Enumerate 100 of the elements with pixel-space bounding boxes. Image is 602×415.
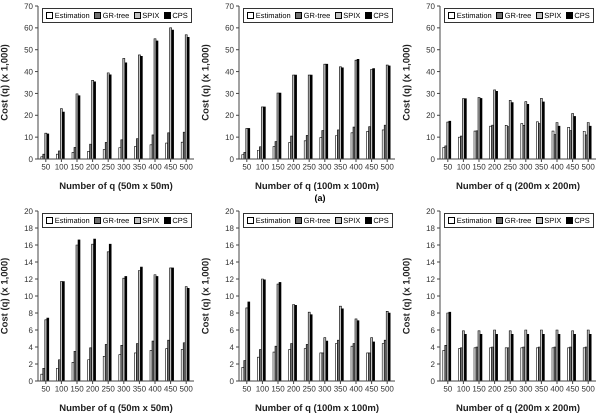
bar [464,334,467,381]
x-tick-label: 350 [534,162,549,172]
x-tick-label: 500 [380,162,394,172]
y-axis-title: Cost (q) (x 1,000) [0,258,10,334]
y-tick-label: 40 [24,67,34,76]
y-tick-label: 12 [225,274,235,284]
x-tick-label: 300 [519,162,534,172]
x-tick-label: 200 [488,162,502,172]
y-axis-title: Cost (q) (x 1,000) [0,44,10,121]
x-tick-label: 500 [582,162,596,172]
bar [310,74,313,159]
x-tick-label: 100 [456,384,471,394]
y-tick-label: 4 [430,342,436,352]
bar [326,340,328,381]
x-axis-title: Number of q (200m x 200m) [456,181,580,192]
x-tick-label: 200 [86,384,100,394]
bar [588,334,592,381]
x-tick-label: 300 [318,162,332,172]
y-tick-label: 14 [225,258,235,267]
x-tick-label: 400 [148,162,162,172]
bar [480,334,482,381]
y-tick-label: 0 [230,154,235,164]
y-tick-label: 70 [225,2,235,11]
y-tick-label: 14 [24,258,34,267]
x-tick-label: 450 [364,162,379,172]
x-tick-label: 250 [302,162,316,172]
bar [510,102,514,159]
x-tick-label: 350 [534,384,549,394]
x-tick-label: 500 [180,162,194,172]
y-tick-label: 10 [24,292,34,301]
y-tick-label: 0 [430,376,436,386]
y-tick-label: 0 [430,154,436,164]
x-tick-label: 400 [550,384,564,394]
y-tick-label: 0 [28,376,34,386]
x-tick-label: 50 [443,384,453,394]
bar [388,312,391,381]
bar [388,66,391,159]
y-tick-label: 18 [24,224,34,233]
text: (a) [314,193,326,203]
x-tick-label: 250 [504,384,518,394]
y-tick-label: 20 [426,206,436,216]
x-tick-label: 350 [334,384,348,394]
x-tick-label: 400 [349,384,364,394]
y-tick-label: 18 [426,224,436,233]
bar [93,238,96,381]
x-tick-label: 50 [242,162,252,172]
y-tick-label: 16 [225,240,235,250]
x-tick-label: 450 [566,384,580,394]
y-tick-label: 10 [24,132,34,142]
y-tick-label: 2 [430,360,436,369]
y-tick-label: 18 [225,224,235,233]
x-tick-label: 100 [456,162,471,172]
bar [573,116,576,159]
x-tick-label: 100 [256,162,270,172]
x-tick-label: 250 [102,384,116,394]
y-tick-label: 14 [426,258,436,267]
y-tick-label: 0 [230,376,235,386]
x-tick-label: 100 [54,162,69,172]
y-tick-label: 12 [426,274,436,284]
bar [310,314,313,381]
bar [140,266,143,381]
y-tick-label: 20 [426,111,436,120]
x-tick-label: 300 [318,384,332,394]
y-tick-label: 8 [230,308,235,318]
x-tick-label: 450 [566,162,580,172]
x-tick-label: 50 [41,162,51,172]
x-tick-label: 250 [504,162,518,172]
y-axis-title: Cost (q) (x 1,000) [200,44,212,121]
x-tick-label: 150 [472,162,486,172]
x-axis-title: Number of q (50m x 50m) [59,181,173,192]
x-tick-label: 100 [54,384,69,394]
bar [526,104,530,159]
x-tick-label: 200 [86,162,100,172]
y-tick-label: 30 [225,89,235,98]
x-tick-label: 150 [271,162,286,172]
y-tick-label: 70 [426,2,436,11]
y-tick-label: 4 [28,342,34,352]
y-tick-label: 50 [426,46,436,55]
y-tick-label: 2 [28,360,34,369]
x-tick-label: 300 [117,162,132,172]
bar [526,334,530,381]
x-tick-label: 350 [334,162,348,172]
y-tick-label: 70 [24,2,34,11]
y-tick-label: 10 [426,292,436,301]
x-tick-label: 300 [519,384,534,394]
y-tick-label: 10 [225,132,235,142]
bar [495,334,498,381]
bar [542,334,545,381]
x-tick-label: 400 [349,162,364,172]
x-axis-title: Number of q (50m x 50m) [59,403,173,414]
x-tick-label: 150 [70,384,84,394]
bar [108,244,112,381]
x-axis-title: Number of q (100m x 100m) [254,403,380,414]
y-tick-label: 4 [230,342,235,352]
y-tick-label: 16 [24,240,34,250]
x-tick-label: 400 [550,162,564,172]
y-tick-label: 6 [430,326,436,335]
x-tick-label: 400 [148,384,162,394]
x-tick-label: 150 [472,384,486,394]
x-tick-label: 300 [117,384,132,394]
